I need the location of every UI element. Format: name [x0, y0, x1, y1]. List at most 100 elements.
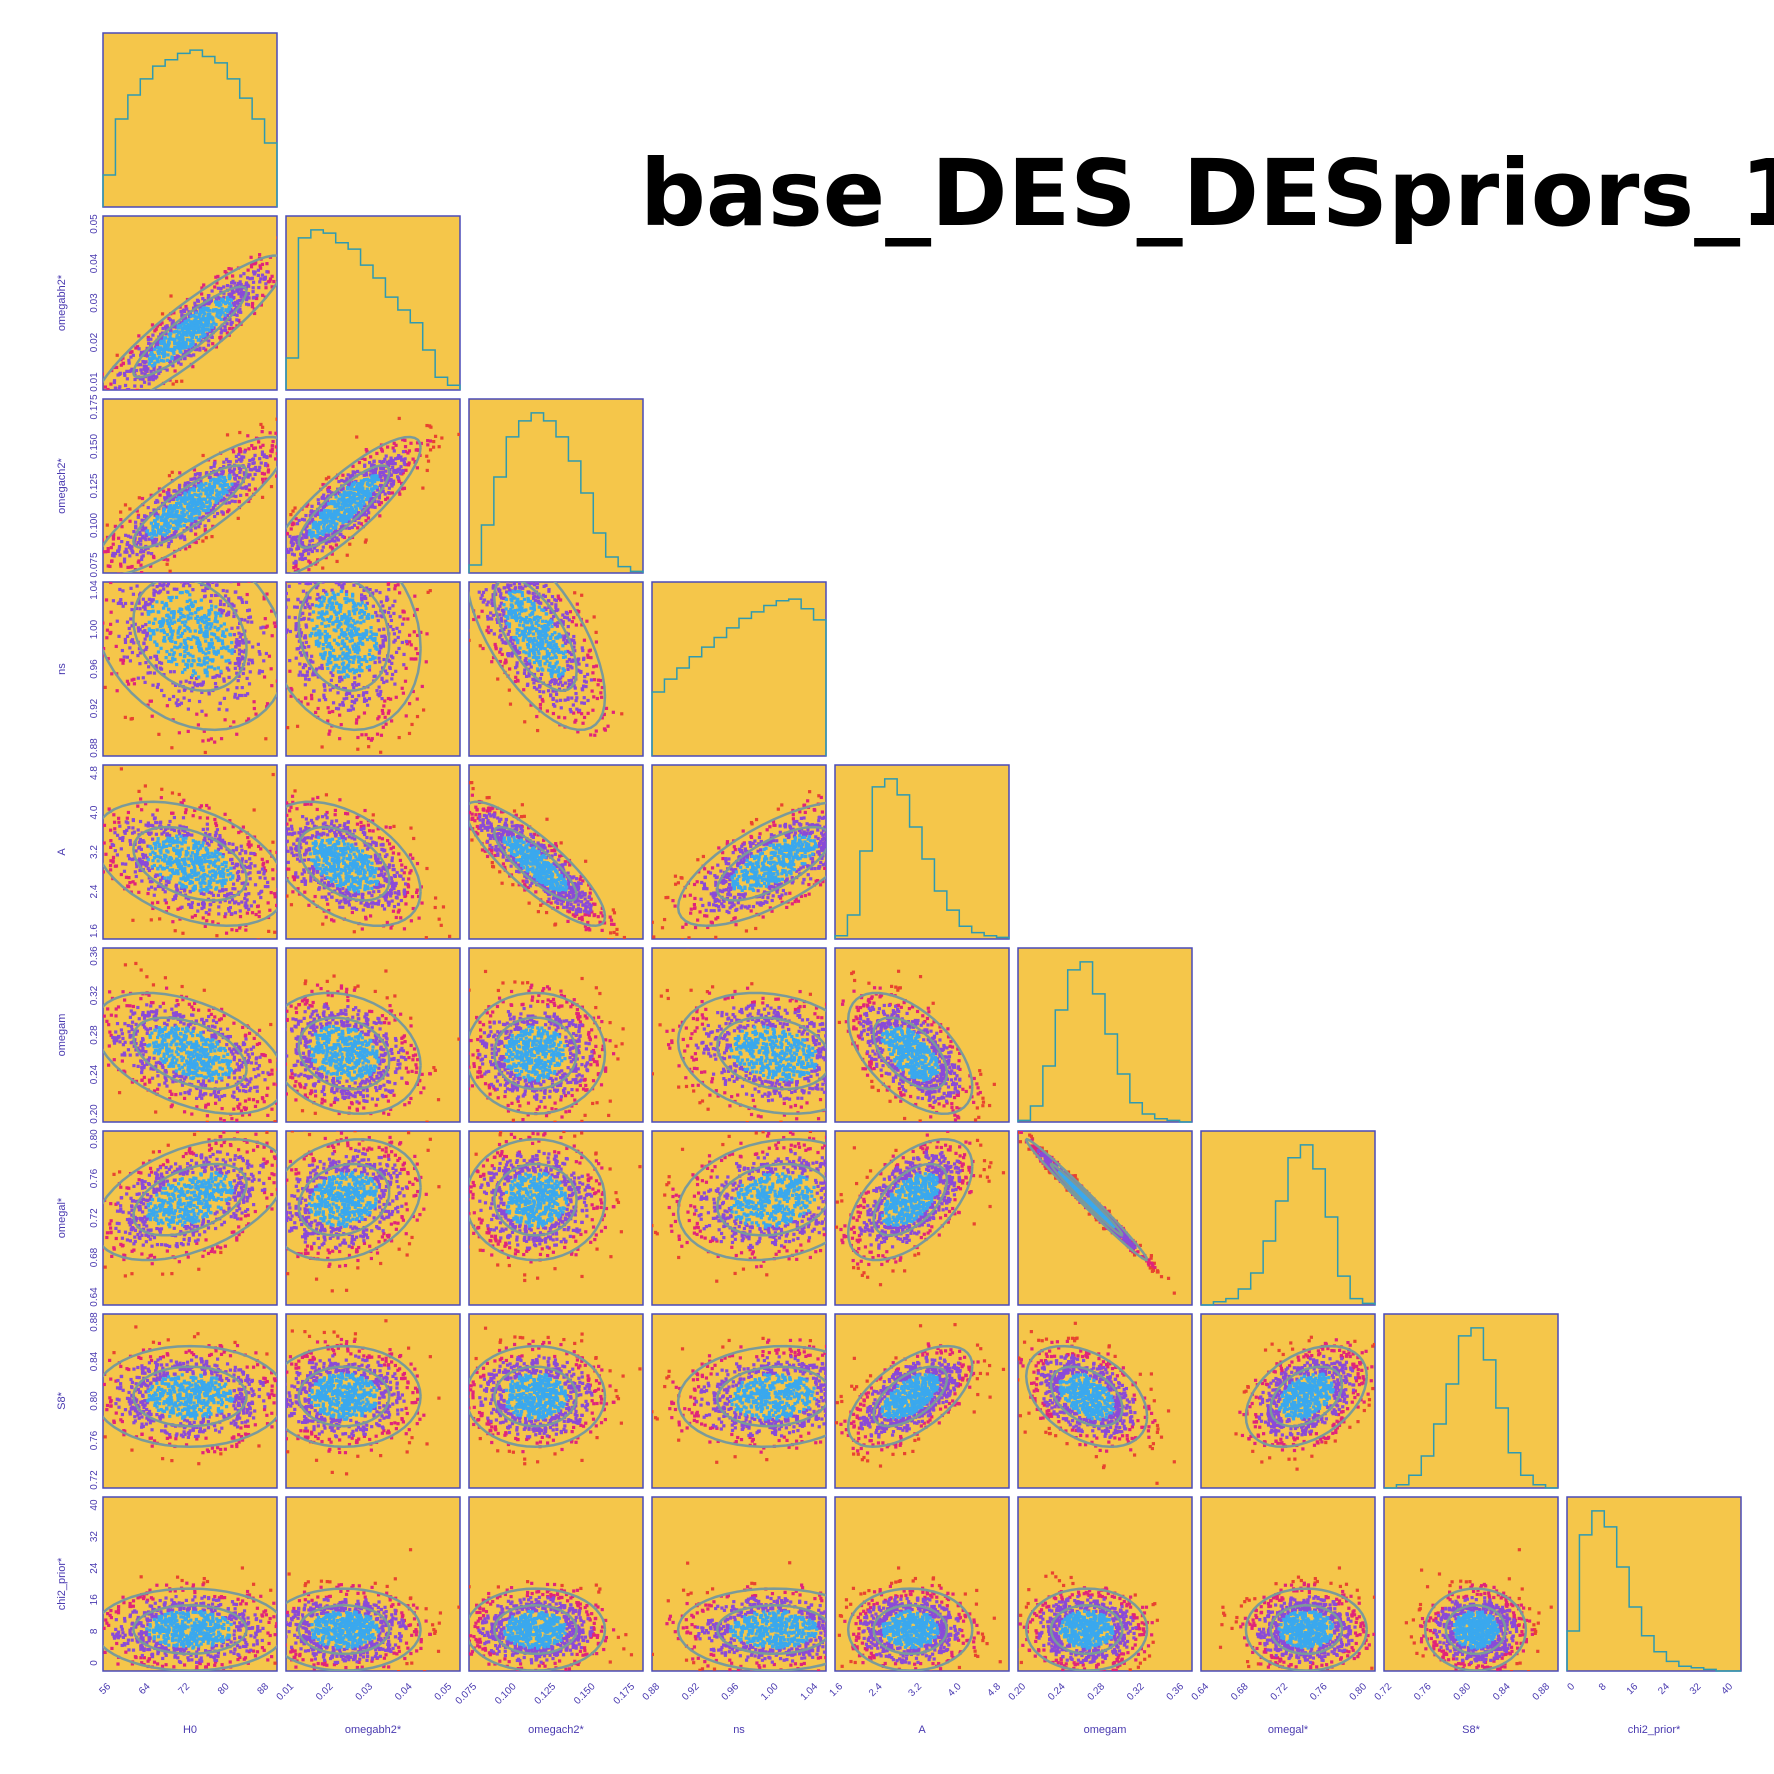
y-tick-label: 0.96	[89, 659, 100, 679]
x-axis-label-omegabh2: omegabh2*	[345, 1724, 402, 1736]
histogram-omegal	[1201, 1144, 1376, 1306]
x-tick-label: 0.075	[454, 1681, 480, 1707]
contour-line	[1024, 1137, 1149, 1262]
contour-line	[297, 1016, 391, 1091]
panel-omegal-vs-omegal	[1200, 1130, 1376, 1306]
contour-line	[846, 991, 974, 1115]
y-tick-label: 0.150	[89, 434, 100, 459]
panel-omegal-vs-H0: 0.64 0.68 0.72 0.76 0.80 omegal*	[56, 1129, 278, 1307]
contour-line	[676, 1138, 826, 1262]
x-tick-label: 0.03	[354, 1681, 376, 1703]
x-axis-label-H0: H0	[183, 1724, 197, 1736]
x-tick-label: 0.20	[1007, 1681, 1029, 1703]
contour-line	[493, 825, 578, 902]
scatter-points	[469, 1131, 642, 1283]
y-tick-label: 0.72	[89, 1208, 100, 1228]
panel-chi2_prior-vs-S8: 0.72 0.76 0.80 0.84 0.88 S8*	[1373, 1496, 1559, 1736]
x-tick-label: 0.32	[1125, 1681, 1147, 1703]
x-tick-label: 2.4	[867, 1681, 885, 1699]
panel-background	[651, 1496, 827, 1672]
contour-line	[872, 1365, 949, 1428]
y-axis-label-omegam: omegam	[56, 1014, 68, 1057]
y-tick-label: 0.32	[89, 985, 100, 1005]
scatter-points	[103, 582, 277, 755]
contour-line	[469, 991, 607, 1116]
y-tick-label: 0.80	[89, 1129, 100, 1149]
x-tick-label: 0.100	[493, 1681, 519, 1707]
histogram-omegam	[1017, 961, 1192, 1123]
panel-S8-vs-omegal	[1200, 1313, 1376, 1489]
contour-line	[469, 1137, 607, 1262]
y-tick-label: 0.64	[89, 1287, 100, 1307]
contour-line	[1423, 1587, 1528, 1671]
panel-A-vs-H0: 1.6 2.4 3.2 4.0 4.8 A	[56, 764, 278, 940]
y-tick-label: 0.125	[89, 473, 100, 498]
contour-line	[286, 800, 422, 927]
contour-line	[1244, 1344, 1369, 1449]
y-tick-label: 4.0	[89, 805, 100, 819]
x-tick-label: 1.6	[828, 1681, 846, 1699]
contour-line	[1049, 1365, 1124, 1428]
x-tick-label: 0.76	[1412, 1681, 1434, 1703]
histogram-omegabh2	[285, 229, 461, 390]
panel-ns-vs-omegach2	[468, 581, 644, 757]
contour-line	[297, 1162, 391, 1237]
x-tick-label: 56	[97, 1681, 113, 1697]
contour-line	[469, 1344, 607, 1449]
panel-background	[285, 215, 461, 391]
panel-background	[285, 764, 461, 940]
y-tick-label: 0.76	[89, 1168, 100, 1188]
x-axis-label-omegach2: omegach2*	[528, 1724, 584, 1736]
y-tick-label: 0.92	[89, 698, 100, 718]
panel-ns-vs-ns	[651, 581, 827, 757]
contour-line	[1244, 1587, 1369, 1671]
y-tick-label: 0.88	[89, 1312, 100, 1332]
y-tick-label: 16	[89, 1594, 100, 1606]
x-tick-label: 8	[1597, 1681, 1609, 1693]
x-tick-label: 0.64	[1190, 1681, 1212, 1703]
y-tick-label: 0.01	[89, 372, 100, 392]
y-axis-label-S8: S8*	[56, 1391, 68, 1409]
contour-line	[132, 582, 248, 692]
scatter-points	[652, 1131, 826, 1283]
x-tick-label: 0.80	[1348, 1681, 1370, 1703]
contour-line	[132, 1016, 248, 1091]
x-tick-label: 0.72	[1373, 1681, 1395, 1703]
y-axis-label-omegach2: omegach2*	[56, 457, 68, 513]
x-tick-label: 0.125	[533, 1681, 559, 1707]
contour-line	[297, 1365, 391, 1428]
contour-line	[493, 1604, 578, 1656]
scatter-points	[1404, 1548, 1553, 1671]
contour-line	[469, 800, 607, 928]
x-tick-label: 32	[1688, 1681, 1704, 1697]
panel-chi2_prior-vs-H0: 0 8 16 24 32 40 chi2_prior* 56 64 72 80 88 H0	[56, 1496, 278, 1736]
panel-omegal-vs-A	[834, 1130, 1010, 1306]
contour-line	[493, 1365, 578, 1428]
panel-chi2_prior-vs-omegam: 0.20 0.24 0.28 0.32 0.36 omegam	[1007, 1496, 1193, 1736]
x-tick-label: 0.28	[1086, 1681, 1108, 1703]
panel-S8-vs-H0: 0.72 0.76 0.80 0.84 0.88 S8*	[56, 1312, 278, 1490]
contour-line	[132, 464, 248, 549]
y-tick-label: 0.36	[89, 946, 100, 966]
histogram-chi2_prior	[1566, 1510, 1741, 1672]
y-tick-label: 0.88	[89, 738, 100, 758]
contour-line	[716, 825, 826, 902]
x-tick-label: 88	[255, 1681, 271, 1697]
contour-line	[716, 1162, 826, 1237]
panel-omegabh2-vs-omegabh2	[285, 215, 461, 391]
x-tick-label: 4.0	[946, 1681, 964, 1699]
contour-line	[716, 1016, 826, 1091]
contour-line	[676, 801, 826, 928]
scatter-points	[835, 1323, 1006, 1468]
scatter-points	[286, 582, 432, 754]
x-tick-label: 0.175	[612, 1681, 638, 1707]
chart-title: base_DES_DESpriors_1	[640, 140, 1774, 247]
y-tick-label: 0.68	[89, 1247, 100, 1267]
contour-line	[872, 1604, 949, 1656]
panel-omegach2-vs-H0: 0.075 0.100 0.125 0.150 0.175 omegach2*	[56, 394, 278, 578]
contour-line	[872, 1162, 949, 1237]
panel-omegal-vs-omegach2	[468, 1130, 644, 1306]
panel-omegal-vs-ns	[651, 1130, 827, 1306]
scatter-points	[286, 1131, 441, 1293]
